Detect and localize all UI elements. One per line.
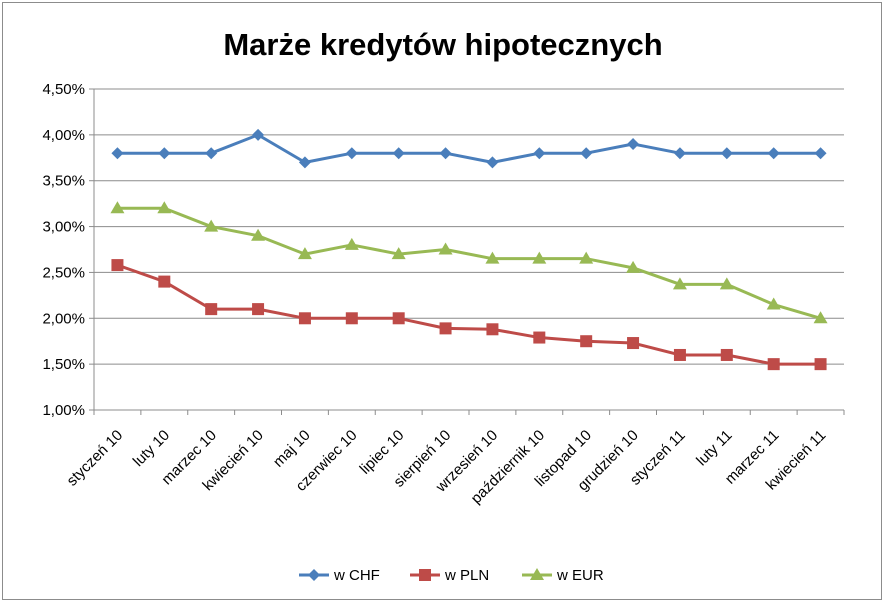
legend-label-w-pln: w PLN — [444, 567, 489, 584]
data-point-w-chf — [392, 147, 405, 160]
data-point-w-eur — [297, 247, 312, 260]
legend-marker-w-pln — [419, 569, 431, 581]
data-point-w-chf — [345, 147, 358, 160]
data-point-w-chf — [533, 147, 546, 160]
x-tick-label: maj 10 — [270, 427, 314, 471]
x-tick-label: luty 10 — [130, 427, 173, 470]
data-point-w-pln — [533, 331, 546, 344]
data-point-w-eur — [719, 277, 734, 290]
y-tick-label: 2,50% — [42, 264, 85, 281]
series-line-w-pln — [116, 263, 821, 366]
data-point-w-chf — [298, 156, 311, 169]
legend-marker-w-chf — [308, 569, 320, 581]
y-tick-label: 2,00% — [42, 310, 85, 327]
y-tick-label: 1,00% — [42, 402, 85, 419]
legend: w CHF w PLN w EUR — [299, 567, 604, 584]
series-line-w-chf — [117, 133, 821, 164]
line-chart: Marże kredytów hipotecznych 1,00% 1,50% 2,… — [42, 27, 845, 584]
data-point-w-pln — [720, 348, 733, 361]
data-point-w-chf — [720, 147, 733, 160]
data-point-w-eur — [391, 247, 406, 260]
data-point-w-pln — [298, 312, 311, 325]
data-point-w-pln — [111, 259, 124, 272]
data-point-w-eur — [579, 251, 594, 264]
data-point-w-pln — [580, 335, 593, 348]
data-point-w-eur — [813, 311, 828, 324]
data-point-w-pln — [439, 322, 452, 335]
gridlines — [94, 88, 844, 365]
y-tick-label: 1,50% — [42, 356, 85, 373]
y-tick-label: 3,00% — [42, 219, 85, 236]
data-point-w-eur — [766, 297, 781, 310]
data-point-w-eur — [157, 201, 172, 214]
data-point-w-chf — [580, 147, 593, 160]
data-point-w-eur — [251, 228, 266, 241]
data-point-w-chf — [673, 147, 686, 160]
data-point-w-pln — [673, 348, 686, 361]
data-point-w-chf — [486, 156, 499, 169]
y-axis-ticks: 1,00% 1,50% 2,00% 2,50% 3,00% 3,50% 4,00% 4,50% — [42, 81, 94, 419]
series — [110, 128, 828, 371]
data-point-w-chf — [767, 147, 780, 160]
data-point-w-pln — [345, 312, 358, 325]
data-point-w-eur — [672, 277, 687, 290]
legend-label-w-chf: w CHF — [333, 567, 380, 584]
data-point-w-pln — [767, 358, 780, 371]
data-point-w-chf — [627, 138, 640, 151]
data-point-w-eur — [438, 242, 453, 255]
data-point-w-eur — [344, 237, 359, 250]
data-point-w-chf — [158, 147, 171, 160]
data-point-w-chf — [439, 147, 452, 160]
data-point-w-pln — [158, 275, 171, 288]
x-tick-label: styczeń 10 — [64, 427, 127, 490]
y-tick-label: 4,50% — [42, 81, 85, 98]
data-point-w-eur — [485, 251, 500, 264]
data-point-w-chf — [814, 147, 827, 160]
legend-label-w-eur: w EUR — [556, 567, 604, 584]
data-point-w-eur — [532, 251, 547, 264]
data-point-w-pln — [205, 303, 218, 316]
y-tick-label: 3,50% — [42, 173, 85, 190]
data-point-w-chf — [205, 147, 218, 160]
data-point-w-chf — [252, 128, 265, 141]
data-point-w-pln — [627, 337, 640, 350]
data-point-w-chf — [111, 147, 124, 160]
data-point-w-pln — [814, 358, 827, 371]
series-line-w-eur — [117, 206, 821, 320]
chart-title: Marże kredytów hipotecznych — [223, 27, 662, 62]
x-tick-label: luty 11 — [693, 427, 735, 469]
data-point-w-eur — [110, 201, 125, 214]
data-point-w-pln — [392, 312, 405, 325]
data-point-w-pln — [486, 323, 499, 336]
data-point-w-pln — [252, 303, 265, 316]
legend-marker-w-eur — [530, 568, 544, 580]
axes — [93, 89, 844, 411]
data-point-w-eur — [204, 219, 219, 232]
y-tick-label: 4,00% — [42, 127, 85, 144]
data-point-w-eur — [626, 260, 641, 273]
